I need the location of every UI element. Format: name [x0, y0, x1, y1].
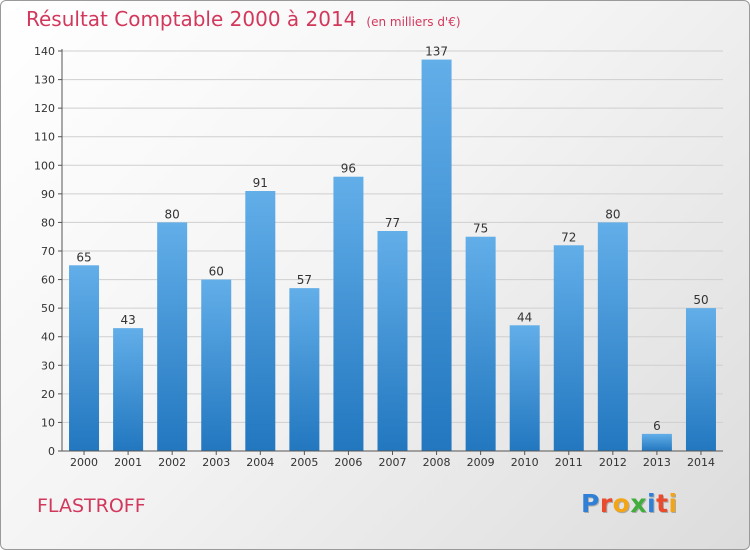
data-label: 50	[693, 293, 708, 307]
bar-2007	[377, 231, 408, 451]
logo-letter: o	[612, 489, 631, 518]
x-tick-label: 2006	[334, 456, 362, 469]
bar-2005	[289, 288, 320, 451]
commune-name: FLASTROFF	[37, 495, 146, 517]
bar-2004	[245, 191, 276, 451]
chart-subtitle: (en milliers d'€)	[366, 15, 461, 29]
y-tick-label: 110	[34, 131, 55, 144]
logo-letter: i	[647, 489, 657, 518]
logo-letter: i	[668, 489, 678, 518]
data-label: 72	[561, 230, 576, 244]
x-tick-label: 2003	[202, 456, 230, 469]
y-tick-label: 100	[34, 159, 55, 172]
bar-2002	[157, 222, 188, 451]
bar-2010	[509, 325, 540, 451]
y-tick-label: 140	[34, 45, 55, 58]
bar-2000	[69, 265, 100, 451]
chart-title: Résultat Comptable 2000 à 2014 (en millie…	[26, 7, 461, 31]
bar-2008	[421, 59, 452, 451]
x-tick-label: 2011	[555, 456, 583, 469]
logo-letter: P	[581, 489, 600, 518]
bar-2011	[553, 245, 584, 451]
x-tick-label: 2014	[687, 456, 715, 469]
y-tick-label: 90	[41, 188, 55, 201]
bar-2006	[333, 176, 364, 451]
logo-letter: t	[656, 489, 669, 518]
data-label: 6	[653, 419, 661, 433]
logo-letter: x	[630, 489, 647, 518]
data-label: 44	[517, 310, 532, 324]
data-label: 96	[341, 162, 356, 176]
data-label: 77	[385, 216, 400, 230]
data-label: 91	[253, 176, 268, 190]
bars	[69, 59, 716, 451]
bar-2009	[465, 236, 496, 451]
bar-2013	[641, 433, 672, 451]
data-label: 137	[425, 45, 448, 59]
x-tick-label: 2013	[643, 456, 671, 469]
x-tick-label: 2010	[511, 456, 539, 469]
y-tick-label: 0	[48, 445, 55, 458]
y-tick-label: 30	[41, 359, 55, 372]
bar-2003	[201, 279, 232, 451]
x-tick-label: 2001	[114, 456, 142, 469]
data-label: 80	[165, 207, 180, 221]
title-text: Résultat Comptable 2000 à 2014	[26, 7, 357, 31]
y-tick-label: 80	[41, 216, 55, 229]
proxiti-logo: Proxiti	[581, 489, 678, 518]
data-label: 43	[120, 313, 135, 327]
x-tick-label: 2008	[423, 456, 451, 469]
y-tick-label: 20	[41, 388, 55, 401]
labels: 0 10 20 30 40 50 60 70 80 90 100 110 120 130 140 65 2000…	[34, 45, 715, 469]
x-tick-label: 2012	[599, 456, 627, 469]
x-tick-label: 2002	[158, 456, 186, 469]
y-tick-label: 130	[34, 74, 55, 87]
logo-letter: r	[599, 489, 613, 518]
data-label: 65	[76, 250, 91, 264]
y-tick-label: 40	[41, 331, 55, 344]
x-tick-label: 2004	[246, 456, 274, 469]
x-tick-label: 2007	[379, 456, 407, 469]
data-label: 80	[605, 207, 620, 221]
bar-2014	[685, 308, 716, 451]
axes	[58, 49, 723, 455]
bar-2001	[113, 328, 144, 451]
y-tick-label: 10	[41, 416, 55, 429]
y-tick-label: 50	[41, 302, 55, 315]
data-label: 60	[209, 265, 224, 279]
x-tick-label: 2000	[70, 456, 98, 469]
data-label: 75	[473, 222, 488, 236]
bar-2012	[597, 222, 628, 451]
y-tick-label: 70	[41, 245, 55, 258]
y-tick-label: 60	[41, 274, 55, 287]
data-label: 57	[297, 273, 312, 287]
x-tick-label: 2005	[290, 456, 318, 469]
x-tick-label: 2009	[467, 456, 495, 469]
y-tick-label: 120	[34, 102, 55, 115]
